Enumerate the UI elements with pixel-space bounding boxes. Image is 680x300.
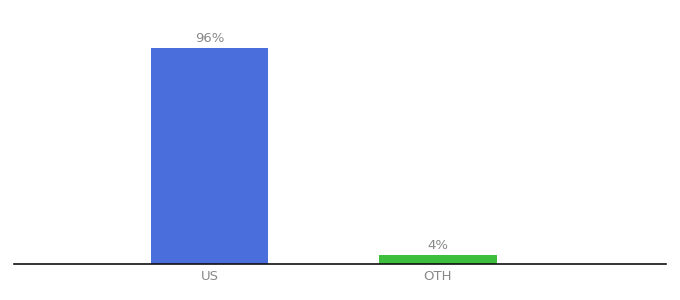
Text: 96%: 96% [194, 32, 224, 45]
Bar [151, 48, 268, 264]
Bar [379, 255, 496, 264]
Text: 4%: 4% [428, 238, 448, 252]
